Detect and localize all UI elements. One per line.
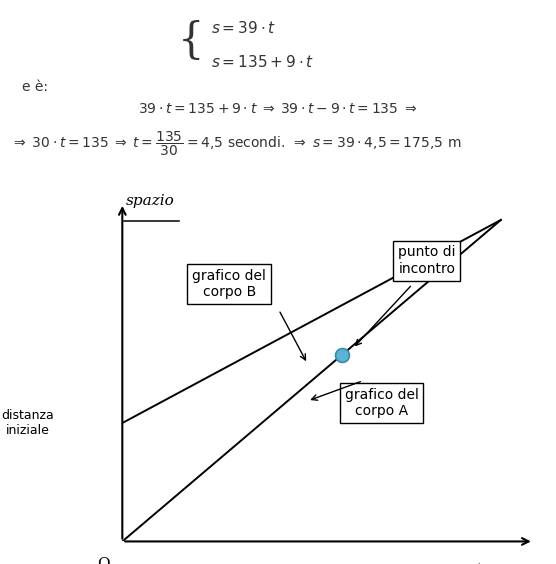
Text: $\Rightarrow\; 30 \cdot t = 135 \;\Rightarrow\; t = \dfrac{135}{30} = 4{,}5\ \ma: $\Rightarrow\; 30 \cdot t = 135 \;\Right…: [11, 130, 461, 158]
Text: tempo: tempo: [475, 563, 524, 564]
Text: grafico del
corpo B: grafico del corpo B: [192, 269, 266, 299]
Text: O: O: [97, 557, 110, 564]
Text: e è:: e è:: [22, 80, 48, 94]
Text: distanza
iniziale: distanza iniziale: [1, 409, 54, 437]
Point: [338, 351, 347, 360]
Text: $39 \cdot t = 135 + 9 \cdot t \;\Rightarrow\; 39 \cdot t - 9 \cdot t = 135 \;\Ri: $39 \cdot t = 135 + 9 \cdot t \;\Rightar…: [138, 102, 418, 116]
Text: spazio: spazio: [126, 194, 175, 208]
Text: punto di
incontro: punto di incontro: [398, 245, 455, 276]
Text: grafico del
corpo A: grafico del corpo A: [345, 387, 419, 418]
Text: $s = 39 \cdot t$: $s = 39 \cdot t$: [211, 20, 276, 36]
Text: {: {: [177, 20, 204, 61]
Text: $s = 135 + 9 \cdot t$: $s = 135 + 9 \cdot t$: [211, 54, 315, 69]
